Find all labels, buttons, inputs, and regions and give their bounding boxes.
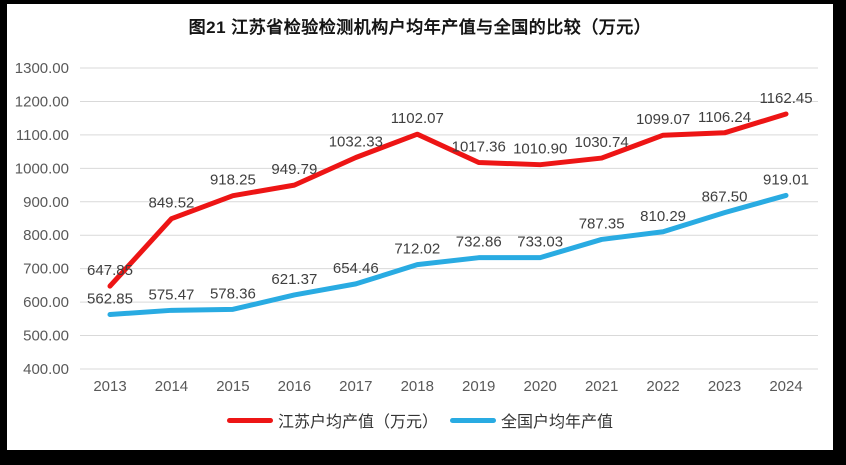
x-axis-tick-label: 2022 (646, 378, 679, 395)
line-chart: 400.00 500.00 600.00 700.00 800.00 900.00 1000… (15, 60, 818, 395)
y-axis-tick-label: 1000.00 (15, 160, 69, 177)
data-label-national: 712.02 (394, 241, 440, 258)
legend-item-jiangsu: 江苏户均产值（万元） (226, 408, 438, 432)
legend-item-national: 全国户均年产值 (450, 408, 613, 432)
legend-label-national: 全国户均年产值 (501, 414, 614, 431)
data-label-national: 787.35 (579, 215, 625, 232)
data-label-jiangsu: 1010.90 (513, 141, 567, 158)
y-axis-tick-label: 500.00 (23, 328, 69, 345)
legend-swatch-national (450, 417, 496, 423)
data-label-national: 578.36 (210, 285, 256, 302)
data-label-national: 733.03 (517, 234, 563, 251)
data-label-jiangsu: 1162.45 (759, 90, 812, 107)
chart-title: 图21 江苏省检验检测机构户均年产值与全国的比较（万元） (188, 18, 652, 37)
legend-swatch-jiangsu (226, 417, 273, 423)
series-line-national (107, 192, 789, 318)
data-label-national: 654.46 (333, 260, 379, 277)
x-axis-tick-label: 2019 (462, 378, 495, 395)
x-axis-tick-label: 2021 (585, 378, 618, 395)
data-label-jiangsu: 1106.24 (698, 109, 751, 126)
x-axis-tick-label: 2024 (769, 378, 802, 395)
y-axis-tick-label: 400.00 (23, 361, 69, 378)
y-axis-tick-label: 1300.00 (15, 60, 69, 77)
data-label-national: 575.47 (149, 286, 195, 303)
data-label-jiangsu: 949.79 (271, 161, 317, 178)
y-axis-tick-label: 900.00 (23, 194, 69, 211)
x-axis-tick-label: 2013 (93, 378, 126, 395)
x-axis-tick-label: 2015 (216, 378, 249, 395)
series-line-jiangsu (107, 111, 789, 289)
x-axis-tick-label: 2023 (708, 378, 741, 395)
chart-canvas: 图21 江苏省检验检测机构户均年产值与全国的比较（万元） 400.00 500.0… (7, 4, 833, 450)
x-axis-tick-label: 2020 (523, 378, 556, 395)
y-axis-tick-label: 700.00 (23, 261, 69, 278)
data-label-national: 867.50 (702, 189, 748, 206)
legend-label-jiangsu: 江苏户均产值（万元） (277, 414, 438, 431)
data-label-jiangsu: 1030.74 (575, 134, 629, 151)
data-label-jiangsu: 849.52 (149, 195, 195, 212)
data-label-jiangsu: 1017.36 (452, 139, 506, 156)
chart-legend: 江苏户均产值（万元） 全国户均年产值 (7, 408, 833, 432)
data-label-jiangsu: 647.85 (87, 262, 133, 279)
y-axis-tick-label: 1200.00 (15, 93, 69, 110)
y-axis-tick-label: 600.00 (23, 294, 69, 311)
x-axis-tick-label: 2018 (401, 378, 434, 395)
data-label-jiangsu: 918.25 (210, 172, 256, 189)
data-label-jiangsu: 1099.07 (636, 111, 690, 128)
data-label-jiangsu: 1102.07 (391, 110, 444, 127)
y-axis-tick-label: 1100.00 (16, 127, 69, 144)
data-label-national: 810.29 (640, 208, 686, 225)
data-label-national: 732.86 (456, 234, 502, 251)
data-label-national: 621.37 (271, 271, 317, 288)
x-axis-tick-label: 2014 (155, 378, 188, 395)
data-label-national: 562.85 (87, 291, 133, 308)
data-label-jiangsu: 1032.33 (329, 134, 383, 151)
x-axis-tick-label: 2016 (278, 378, 311, 395)
x-axis-tick-label: 2017 (339, 378, 372, 395)
y-axis-tick-label: 800.00 (23, 227, 69, 244)
data-label-national: 919.01 (763, 171, 809, 188)
